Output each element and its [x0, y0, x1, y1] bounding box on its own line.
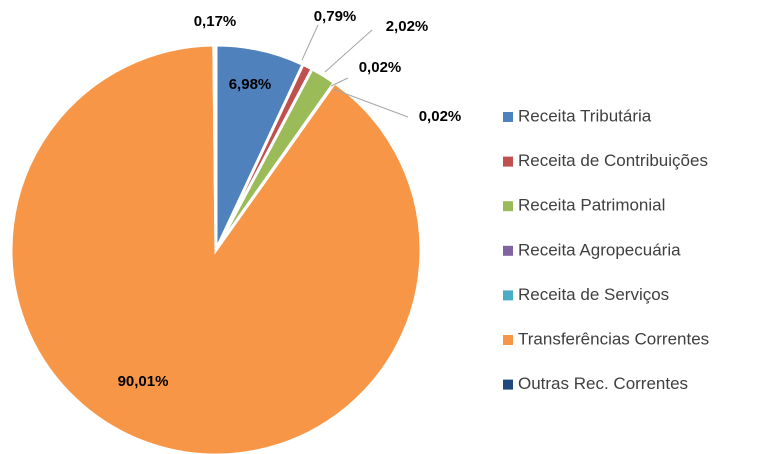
legend-swatch: [503, 379, 513, 390]
leader-line: [332, 88, 409, 118]
legend-label: Receita Patrimonial: [518, 196, 665, 215]
legend-label: Receita de Contribuições: [518, 151, 708, 170]
data-label: 0,02%: [359, 59, 402, 76]
data-label: 0,02%: [419, 108, 462, 125]
leader-line: [301, 24, 319, 61]
legend-label: Receita de Serviços: [518, 285, 669, 304]
data-label: 90,01%: [118, 373, 169, 390]
data-label: 0,79%: [314, 8, 357, 25]
leader-line: [324, 29, 373, 73]
legend-label: Receita Tributária: [518, 106, 652, 125]
legend-swatch: [503, 290, 513, 301]
legend-label: Transferências Correntes: [518, 329, 709, 348]
legend-swatch: [503, 245, 513, 256]
leader-line: [330, 77, 349, 87]
legend-swatch: [503, 112, 513, 122]
legend-swatch: [503, 201, 513, 212]
data-label: 0,17%: [194, 13, 237, 30]
legend-swatch: [503, 156, 513, 167]
data-label: 2,02%: [386, 18, 429, 35]
legend-label: Receita Agropecuária: [518, 240, 681, 259]
legend-swatch: [503, 335, 513, 345]
data-label: 6,98%: [229, 76, 272, 93]
pie-slice: [212, 43, 218, 251]
legend-label: Outras Rec. Correntes: [518, 374, 688, 393]
